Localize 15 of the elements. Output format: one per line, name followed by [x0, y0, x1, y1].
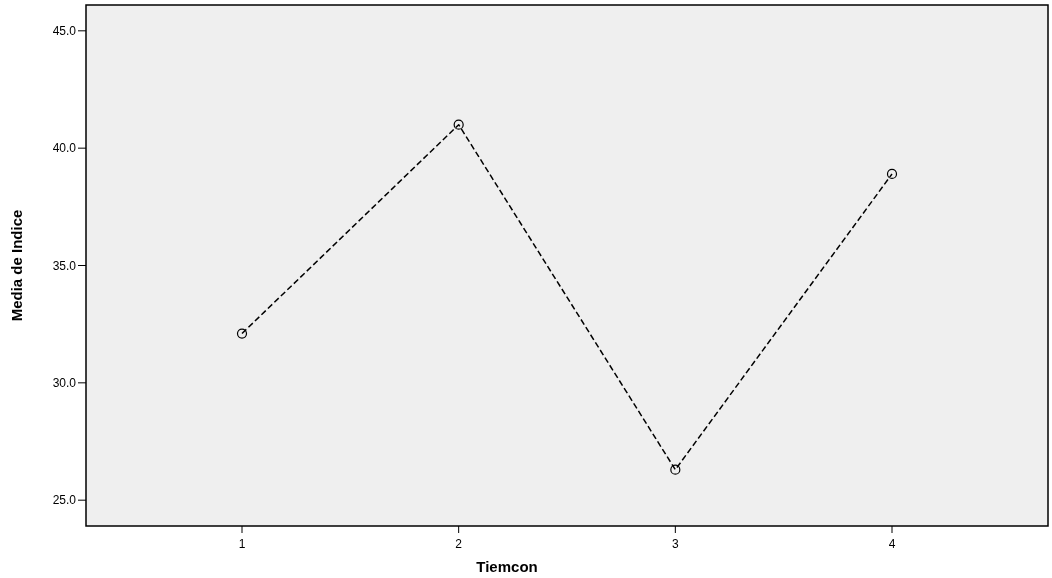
x-tick-label: 2 [455, 537, 463, 551]
y-tick-label: 45.0 [52, 24, 77, 39]
x-axis-title: Tiemcon [476, 558, 538, 575]
y-tick-label: 35.0 [52, 258, 77, 273]
point [886, 168, 898, 180]
y-axis-title: Media de Indice [8, 209, 25, 322]
y-tick-label: 30.0 [52, 376, 77, 391]
point [236, 328, 248, 339]
y-tick-label: 40.0 [52, 141, 77, 156]
x-tick-label: 3 [671, 537, 679, 551]
x-tick-label: 1 [238, 537, 246, 551]
point [670, 464, 681, 475]
point [453, 119, 464, 130]
x-tick-label: 4 [888, 537, 896, 551]
y-tick-label: 25.0 [52, 493, 77, 508]
